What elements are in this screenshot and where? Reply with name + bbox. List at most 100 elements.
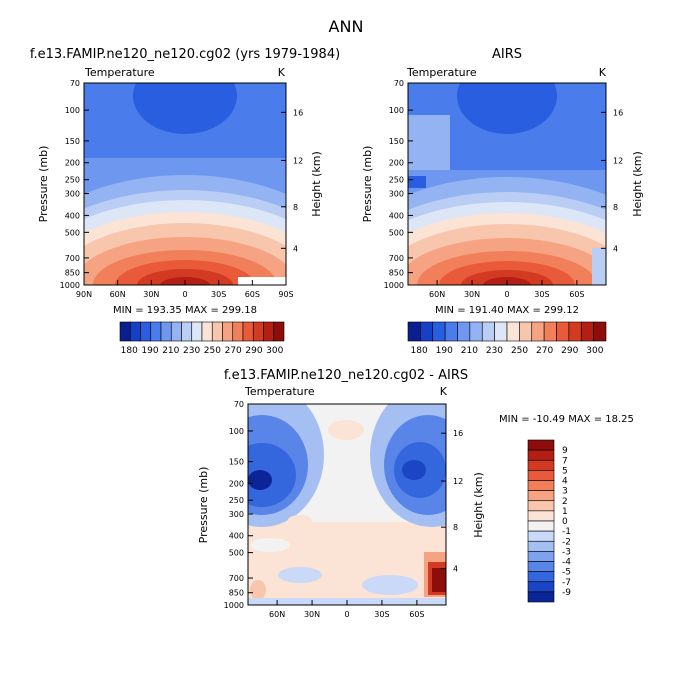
- colorbar-box: [527, 591, 555, 603]
- x-tick-label: 0: [182, 290, 187, 299]
- colorbar-box: [527, 480, 555, 491]
- colorbar-box: [273, 321, 285, 342]
- y-tick-label: 70: [234, 400, 244, 409]
- colorbar-label: -9: [562, 588, 571, 598]
- x-tick-label: 30S: [211, 290, 226, 299]
- x-tick-label: 30N: [464, 290, 480, 299]
- y-tick-label: 400: [65, 211, 80, 220]
- colorbar-label: 290: [245, 346, 262, 356]
- y-tick-label: 850: [389, 269, 404, 278]
- colorbar-label: 190: [141, 346, 158, 356]
- colorbar-box: [140, 321, 152, 342]
- colorbar-box: [531, 321, 545, 342]
- panel1-height-ticks: 16 12 8 4: [281, 108, 303, 253]
- colorbar-box: [527, 551, 555, 562]
- colorbar-box: [593, 321, 607, 342]
- y-tick-label: 1000: [224, 601, 244, 610]
- colorbar-label: -2: [562, 537, 571, 547]
- colorbar-box: [527, 500, 555, 512]
- y-tick-label: 1000: [60, 281, 80, 290]
- y-tick-label: 400: [229, 532, 244, 541]
- colorbar-label: -5: [562, 568, 571, 578]
- colorbar-box: [420, 321, 434, 342]
- colorbar-label: 270: [536, 346, 553, 356]
- height-tick-label: 12: [293, 156, 303, 165]
- colorbar-label: 230: [183, 346, 200, 356]
- panel2-ylabel-right: Height (km): [631, 151, 644, 217]
- x-tick-label: 60N: [110, 290, 126, 299]
- y-tick-label: 400: [389, 211, 404, 220]
- colorbar-box: [222, 321, 234, 342]
- x-tick-label: 60S: [245, 290, 260, 299]
- height-tick-label: 12: [613, 156, 623, 165]
- panel2-stats: MIN = 191.40 MAX = 299.12: [435, 305, 579, 316]
- colorbar-box: [527, 439, 555, 451]
- colorbar-box: [543, 321, 557, 342]
- colorbar-box: [150, 321, 162, 342]
- colorbar-label: 270: [225, 346, 242, 356]
- panel2-colorbar: 180 190 210 230 250 270 290 300: [407, 321, 607, 356]
- colorbar-box: [519, 321, 533, 342]
- y-tick-label: 150: [65, 137, 80, 146]
- colorbar-box: [527, 561, 555, 572]
- colorbar-label: -7: [562, 578, 571, 588]
- y-tick-label: 70: [70, 79, 80, 88]
- colorbar-label: 4: [562, 477, 568, 487]
- y-tick-label: 500: [229, 549, 244, 558]
- x-tick-label: 30S: [534, 290, 549, 299]
- main-title: ANN: [329, 17, 364, 36]
- panel3-ylabel-right: Height (km): [472, 472, 485, 538]
- colorbar-box: [191, 321, 203, 342]
- panel2-field: [408, 83, 606, 285]
- x-tick-label: 60S: [409, 610, 424, 619]
- panel3-right-string: K: [440, 385, 448, 398]
- height-tick-label: 4: [453, 565, 458, 574]
- y-tick-label: 250: [65, 176, 80, 185]
- colorbar-label: 180: [121, 346, 138, 356]
- panel1-x-ticks: 90N 60N 30N 0 30S 60S 90S: [76, 280, 294, 299]
- panel3-height-ticks: 16 12 8 4: [441, 429, 463, 574]
- height-tick-label: 4: [613, 244, 618, 253]
- height-tick-label: 8: [453, 523, 458, 532]
- x-tick-label: 30N: [304, 610, 320, 619]
- colorbar-box: [232, 321, 244, 342]
- panel-obs: AIRS Temperature K 70 100 150 200 250 300 400 5…: [361, 47, 644, 356]
- y-tick-label: 500: [65, 228, 80, 237]
- x-tick-label: 60S: [569, 290, 584, 299]
- panel3-left-string: Temperature: [244, 385, 315, 398]
- colorbar-label: -4: [562, 558, 571, 568]
- colorbar-box: [263, 321, 275, 342]
- panel2-right-string: K: [599, 66, 607, 79]
- colorbar-label: 7: [562, 456, 568, 466]
- y-tick-label: 70: [394, 79, 404, 88]
- y-tick-label: 1000: [384, 281, 404, 290]
- colorbar-label: 210: [162, 346, 179, 356]
- colorbar-label: 5: [562, 466, 568, 476]
- x-tick-label: 0: [344, 610, 349, 619]
- colorbar-box: [527, 530, 555, 542]
- colorbar-box: [506, 321, 520, 342]
- colorbar-label: 180: [411, 346, 428, 356]
- height-tick-label: 16: [453, 429, 463, 438]
- panel1-left-string: Temperature: [84, 66, 155, 79]
- y-tick-label: 500: [389, 228, 404, 237]
- y-tick-label: 850: [229, 589, 244, 598]
- y-tick-label: 250: [229, 496, 244, 505]
- y-tick-label: 300: [65, 190, 80, 199]
- y-tick-label: 700: [389, 254, 404, 263]
- x-tick-label: 90S: [278, 290, 293, 299]
- panel2-y-ticks: 70 100 150 200 250 300 400 500 700 850 1000: [384, 79, 413, 290]
- colorbar-label: 290: [561, 346, 578, 356]
- colorbar-label: 9: [562, 446, 568, 456]
- panel2-ylabel: Pressure (mb): [361, 146, 374, 223]
- y-tick-label: 250: [389, 176, 404, 185]
- x-tick-label: 60N: [429, 290, 445, 299]
- colorbar-box: [527, 520, 555, 532]
- height-tick-label: 16: [293, 108, 303, 117]
- y-tick-label: 150: [389, 137, 404, 146]
- colorbar-box: [527, 490, 555, 502]
- colorbar-label: -3: [562, 547, 571, 557]
- panel1-y-ticks: 70 100 150 200 250 300 400 500 700 850 1000: [60, 79, 89, 290]
- colorbar-box: [129, 321, 141, 342]
